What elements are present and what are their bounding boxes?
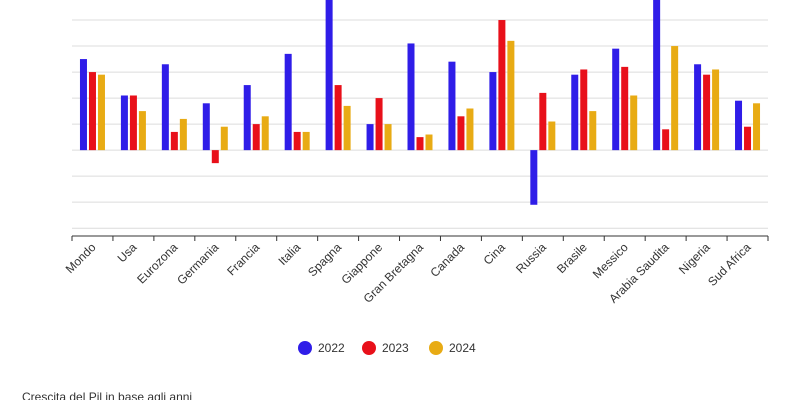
bar [735,100,743,151]
legend-swatch [298,341,312,355]
bar [243,85,251,151]
bar [220,126,228,151]
bar [466,108,474,151]
x-tick-label: Messico [590,240,631,281]
chart-caption: Crescita del Pil in base agli anni [22,390,192,400]
legend-label: 2024 [449,341,476,355]
bar [589,111,597,151]
x-tick-label: Usa [115,240,140,265]
bar [448,61,456,151]
legend-swatch [362,341,376,355]
bar [252,124,260,151]
bar [530,150,538,205]
bar [325,0,333,151]
x-tick-label: Cina [481,240,509,268]
bar [202,103,210,151]
bar [120,95,128,151]
bar [129,95,137,151]
bar [302,131,310,151]
bar [671,46,679,151]
x-tick-label: Francia [224,240,262,278]
bar [630,95,638,151]
x-tick-label: Eurozona [134,240,180,286]
bar [161,64,169,151]
bar [170,131,178,151]
bar [712,69,720,151]
bar [507,40,515,151]
bar [79,59,87,151]
bar [653,0,661,151]
bar [293,131,301,151]
bar [621,66,629,151]
legend-label: 2022 [318,341,345,355]
bar [548,121,556,151]
bar [179,118,187,151]
bar [539,92,547,151]
bar [284,53,292,151]
x-tick-label: Germania [174,240,221,287]
legend-label: 2023 [382,341,409,355]
x-tick-label: Brasile [554,240,590,276]
bar [489,72,497,151]
bar [753,103,761,151]
bar [211,150,219,164]
bar [662,129,670,151]
bar [343,105,351,151]
bar [694,64,702,151]
x-tick-label: Canada [427,240,467,280]
bar [580,69,588,151]
bar [334,85,342,151]
bar [407,43,415,151]
bar [261,116,269,151]
bar [88,72,96,151]
x-tick-label: Italia [275,240,303,268]
bar [703,74,711,151]
bar [97,74,105,151]
x-tick-label: Nigeria [676,240,713,277]
legend-swatch [429,341,443,355]
bar [375,98,383,151]
bar [384,124,392,151]
x-tick-label: Spagna [305,240,344,279]
bar [612,48,620,151]
x-tick-label: Sud Africa [705,240,754,289]
bar [498,20,506,151]
bar [366,124,374,151]
x-tick-label: Russia [513,240,549,276]
bar [138,111,146,151]
x-tick-label: Mondo [63,240,99,276]
bar [571,74,579,151]
bar [425,134,433,151]
bar [457,116,465,151]
bar [416,137,424,151]
bar [744,126,752,151]
